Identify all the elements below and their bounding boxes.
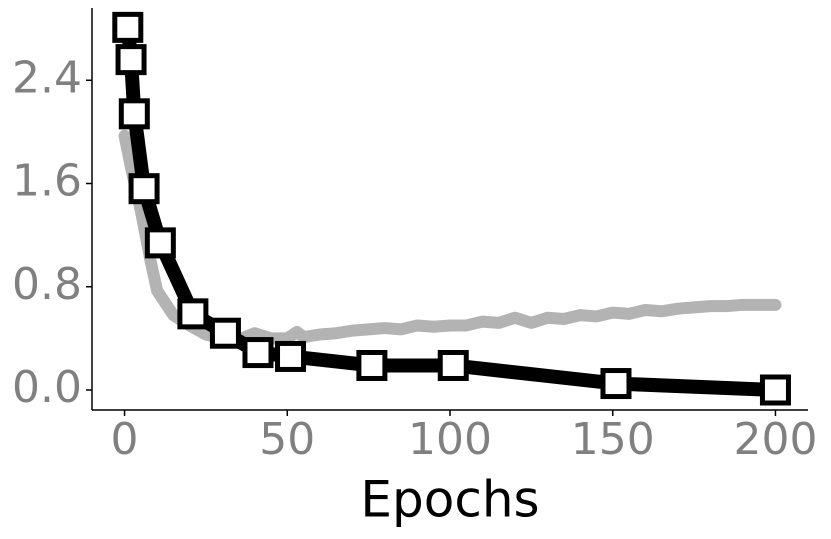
- y-tick-label: 1.6: [12, 156, 82, 207]
- marker: [112, 11, 144, 43]
- marker: [209, 317, 241, 349]
- y-tick-label: 0.8: [12, 259, 82, 310]
- marker: [437, 349, 469, 381]
- marker: [115, 44, 147, 76]
- x-tick-label: 200: [733, 414, 817, 465]
- x-tick-label: 100: [408, 414, 492, 465]
- marker: [128, 173, 160, 205]
- marker: [275, 340, 307, 372]
- marker: [242, 337, 274, 369]
- x-tick-label: 50: [259, 414, 315, 465]
- marker: [144, 227, 176, 259]
- y-tick-label: 2.4: [12, 52, 82, 103]
- x-axis-label: Epochs: [360, 471, 539, 529]
- noisy-line: [118, 129, 782, 346]
- marker: [118, 98, 150, 130]
- x-tick-label: 150: [571, 414, 655, 465]
- marker: [177, 298, 209, 330]
- marker: [600, 368, 632, 400]
- marker: [759, 374, 791, 406]
- y-tick-label: 0.0: [12, 362, 82, 413]
- marker: [356, 349, 388, 381]
- x-tick-label: 0: [111, 414, 139, 465]
